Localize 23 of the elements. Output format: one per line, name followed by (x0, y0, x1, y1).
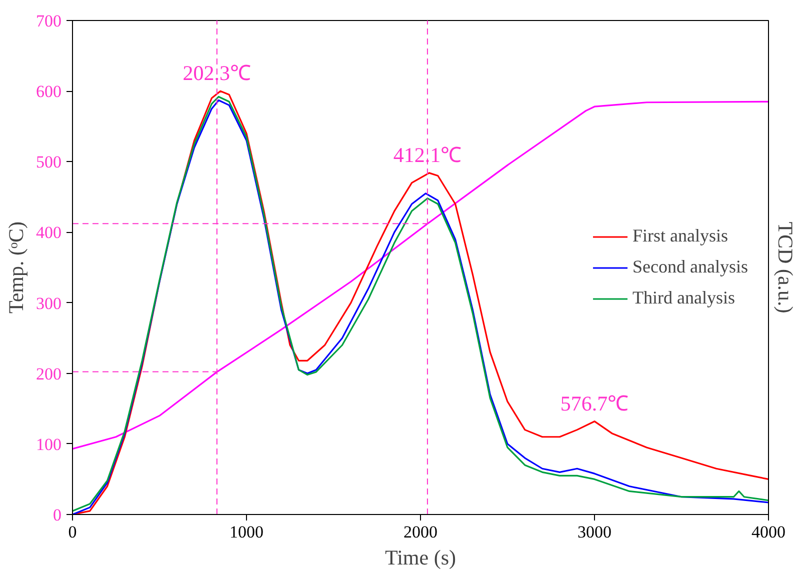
y-tick-label: 100 (36, 434, 62, 454)
line-series (72, 100, 768, 450)
y2-axis-title: TCD (a.u.) (774, 222, 798, 314)
y-tick-label: 700 (36, 12, 62, 30)
annotation: 412.1℃ (393, 142, 462, 167)
legend-label: Third analysis (632, 288, 735, 308)
x-tick-label: 1000 (230, 522, 264, 542)
y-tick-label: 0 (53, 506, 62, 524)
x-tick-label: 0 (68, 522, 77, 542)
y-tick-label: 200 (36, 364, 62, 384)
x-tick-label: 4000 (752, 522, 786, 542)
y-tick-label: 300 (36, 294, 62, 313)
x-tick-label: 3000 (578, 522, 612, 542)
y-axis-title: Temp. (ᵒC) (4, 221, 28, 314)
legend-label: First analysis (632, 226, 728, 246)
y-tick-label: 400 (36, 223, 62, 242)
y-tick-label: 600 (36, 82, 62, 102)
y-tick-label: 500 (36, 152, 62, 172)
legend-label: Second analysis (632, 256, 748, 278)
x-tick-label: 2000 (404, 522, 438, 542)
annotation: 202.3℃ (182, 61, 252, 86)
annotation: 576.7℃ (560, 391, 629, 416)
x-axis-title: Time (s) (385, 546, 456, 570)
